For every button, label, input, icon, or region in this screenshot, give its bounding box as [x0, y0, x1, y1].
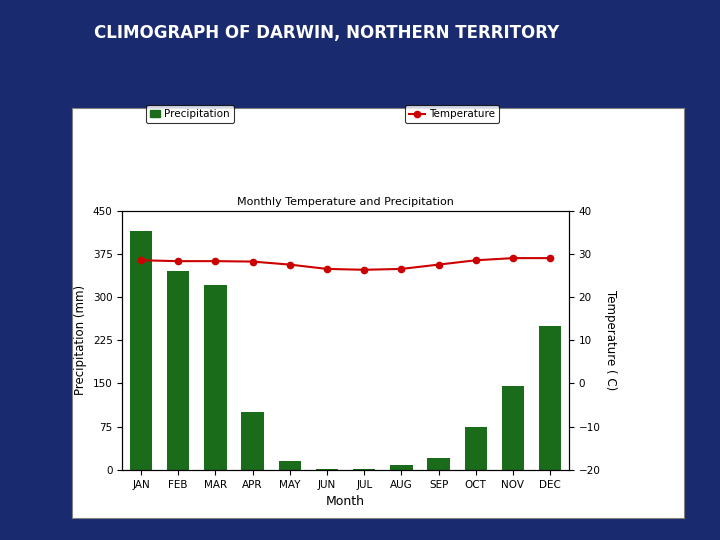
Bar [464, 427, 487, 470]
Bar [130, 231, 152, 470]
Legend: Temperature: Temperature [405, 105, 499, 124]
Legend: Precipitation: Precipitation [145, 105, 234, 124]
Bar [204, 286, 227, 470]
Bar [167, 271, 189, 470]
Y-axis label: Temperature ( C): Temperature ( C) [604, 290, 617, 390]
Y-axis label: Precipitation (mm): Precipitation (mm) [74, 285, 87, 395]
Bar [316, 469, 338, 470]
Bar [390, 465, 413, 470]
Bar [279, 461, 301, 470]
Title: Monthly Temperature and Precipitation: Monthly Temperature and Precipitation [237, 197, 454, 207]
X-axis label: Month: Month [326, 495, 365, 508]
Bar [539, 326, 562, 470]
Bar [241, 412, 264, 470]
Bar [502, 386, 524, 470]
Bar [353, 469, 375, 470]
Bar [428, 458, 450, 470]
Text: CLIMOGRAPH OF DARWIN, NORTHERN TERRITORY: CLIMOGRAPH OF DARWIN, NORTHERN TERRITORY [94, 24, 559, 42]
